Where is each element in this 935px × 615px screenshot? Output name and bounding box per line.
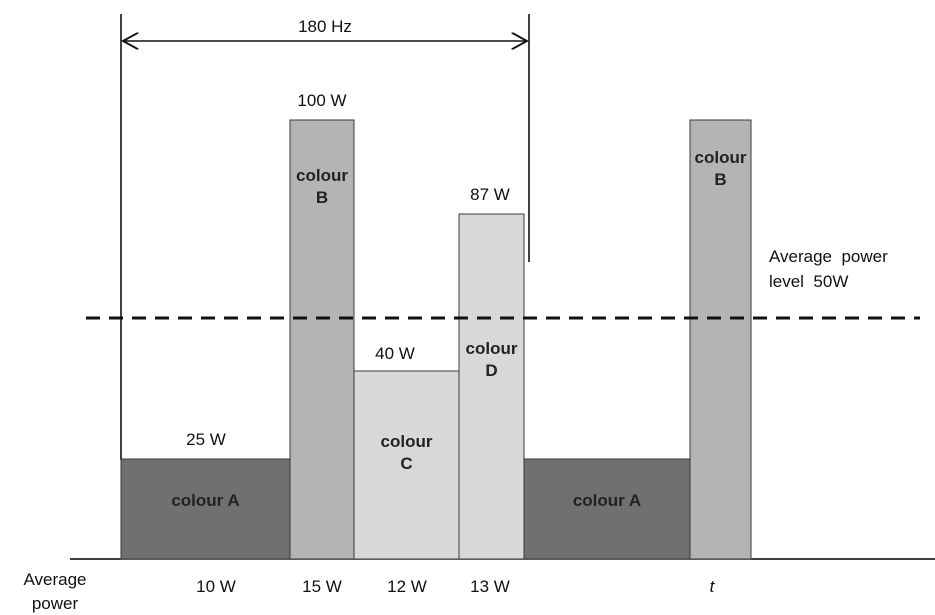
segment-c-avg-label: 12 W <box>387 577 427 596</box>
segment-b1-name-1: B <box>316 188 328 207</box>
average-line-label-2: level 50W <box>769 272 848 291</box>
segment-c-name-0: colour <box>381 432 433 451</box>
axis-label-2: power <box>32 594 79 613</box>
segment-a1 <box>120 458 291 560</box>
segment-a1-avg-label: 10 W <box>196 577 236 596</box>
segment-d-avg-label: 13 W <box>470 577 510 596</box>
segment-c-peak-label: 40 W <box>375 344 415 363</box>
segment-a1-peak-label: 25 W <box>186 430 226 449</box>
segment-b2-name-0: colour <box>695 148 747 167</box>
segment-d-peak-label: 87 W <box>470 185 510 204</box>
segment-b1-peak-label: 100 W <box>297 91 346 110</box>
axis-label-1: Average <box>23 570 86 589</box>
segment-b1-name-0: colour <box>296 166 348 185</box>
average-line-label-1: Average power <box>769 247 888 266</box>
segment-b2-avg-label: t <box>710 577 716 596</box>
segment-d <box>458 213 525 560</box>
period-label: 180 Hz <box>298 17 352 36</box>
segment-c <box>353 370 460 560</box>
segment-a2 <box>523 458 691 560</box>
segment-a2-name-0: colour A <box>573 491 641 510</box>
segment-a1-name-0: colour A <box>171 491 239 510</box>
segment-d-name-1: D <box>485 361 497 380</box>
segment-d-name-0: colour <box>466 339 518 358</box>
segment-b1-avg-label: 15 W <box>302 577 342 596</box>
segment-b2 <box>689 119 752 560</box>
segment-b1 <box>289 119 355 560</box>
segment-b2-name-1: B <box>714 170 726 189</box>
segment-c-name-1: C <box>400 454 412 473</box>
